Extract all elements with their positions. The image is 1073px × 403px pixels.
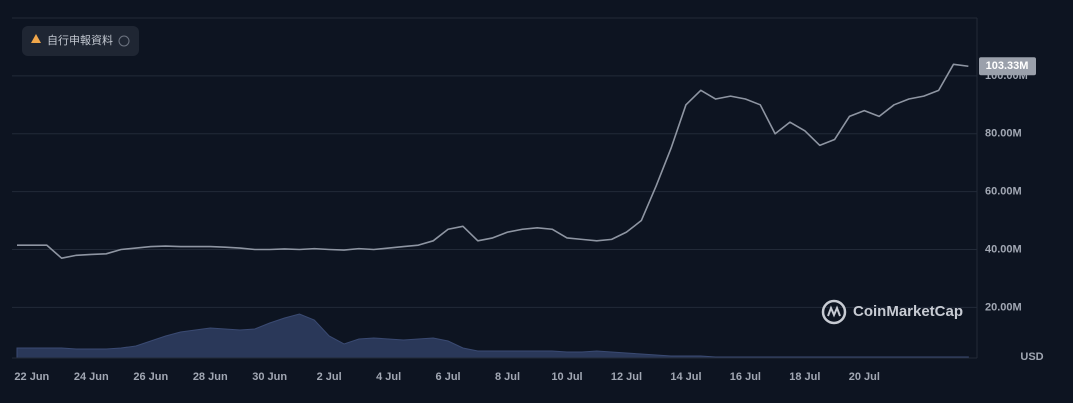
- notice-badge[interactable]: 自行申報資料: [22, 26, 139, 56]
- x-tick-label: 10 Jul: [551, 371, 582, 383]
- current-value-label: 103.33M: [986, 60, 1029, 72]
- price-line: [17, 63, 969, 259]
- x-tick-label: 6 Jul: [436, 371, 461, 383]
- y-tick-label: 80.00M: [985, 128, 1022, 140]
- x-tick-label: 14 Jul: [670, 371, 701, 383]
- x-tick-label: 24 Jun: [74, 371, 109, 383]
- x-tick-label: 8 Jul: [495, 371, 520, 383]
- y-tick-label: 20.00M: [985, 301, 1022, 313]
- watermark-text: CoinMarketCap: [853, 303, 963, 320]
- watermark-logo: [821, 299, 847, 325]
- x-tick-label: 26 Jun: [133, 371, 168, 383]
- x-tick-label: 30 Jun: [252, 371, 287, 383]
- x-tick-label: 28 Jun: [193, 371, 228, 383]
- x-tick-label: 2 Jul: [317, 371, 342, 383]
- grid: [12, 75, 977, 359]
- x-tick-label: 22 Jun: [14, 371, 49, 383]
- info-icon: [118, 35, 130, 47]
- x-tick-label: 12 Jul: [611, 371, 642, 383]
- volume-area: [16, 313, 969, 359]
- x-tick-label: 18 Jul: [789, 371, 820, 383]
- x-tick-label: 20 Jul: [849, 371, 880, 383]
- notice-text: 自行申報資料: [47, 33, 113, 47]
- x-tick-label: 4 Jul: [376, 371, 401, 383]
- warning-icon: [31, 34, 41, 43]
- unit-label: USD: [1020, 351, 1043, 363]
- watermark-logo-m: [827, 305, 841, 318]
- current-value-tag: [979, 57, 1036, 76]
- badge-bg: [22, 26, 139, 56]
- y-tick-label: 60.00M: [985, 186, 1022, 198]
- watermark: CoinMarketCap: [821, 299, 963, 325]
- x-tick-label: 16 Jul: [730, 371, 761, 383]
- y-tick-label: 40.00M: [985, 243, 1022, 255]
